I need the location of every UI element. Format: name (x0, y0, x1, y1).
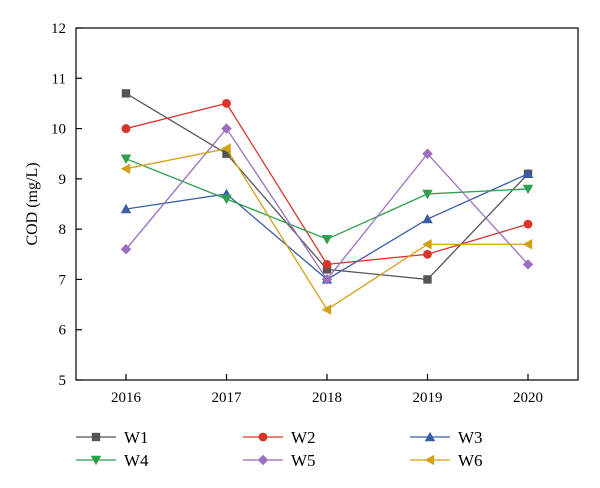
data-point-w4 (221, 194, 232, 205)
legend-marker (258, 432, 268, 442)
x-tick-label: 2018 (312, 390, 342, 406)
legend-label: W4 (124, 451, 149, 470)
legend-label: W1 (124, 428, 149, 447)
legend-item-w4: W4 (76, 451, 149, 470)
series-line-w4 (125, 158, 529, 240)
legend-label: W5 (291, 451, 316, 470)
y-axis-title: COD (mg/L) (24, 162, 41, 245)
data-point-w5 (522, 259, 534, 270)
y-tick-label: 11 (52, 71, 66, 87)
data-point-w2 (523, 219, 533, 229)
data-point-w3 (120, 203, 132, 214)
y-tick-label: 5 (59, 373, 67, 389)
data-point-w6 (522, 238, 533, 250)
data-point-w5 (221, 123, 232, 134)
x-tick-label: 2019 (413, 390, 443, 406)
y-tick-label: 8 (59, 222, 67, 238)
data-point-w2 (322, 259, 332, 269)
data-point-w5 (120, 244, 132, 255)
y-tick-label: 10 (51, 122, 66, 138)
data-point-w1 (322, 265, 332, 274)
data-point-w5 (422, 148, 433, 159)
data-point-w4 (321, 235, 333, 245)
legend-item-w1: W1 (76, 428, 149, 447)
series-w4 (120, 154, 534, 245)
x-tick-label: 2016 (111, 390, 142, 406)
legend-item-w3: W3 (410, 428, 483, 447)
data-point-w1 (222, 149, 231, 158)
legend-label: W3 (458, 428, 483, 447)
legend-item-w5: W5 (243, 451, 316, 470)
legend-label: W2 (291, 428, 316, 447)
y-tick-label: 6 (59, 323, 67, 339)
data-point-w4 (522, 184, 534, 195)
data-point-w1 (423, 275, 432, 284)
data-point-w2 (423, 249, 432, 259)
data-point-w6 (221, 143, 231, 154)
legend-item-w2: W2 (243, 428, 316, 447)
series-line-w5 (125, 127, 529, 281)
x-tick-label: 2020 (513, 390, 543, 406)
data-point-w3 (522, 168, 534, 179)
data-point-w6 (321, 304, 332, 315)
data-point-w6 (422, 238, 432, 250)
x-axis: 2016 2017 2018 2019 2020 (111, 374, 543, 406)
legend-marker (424, 454, 435, 466)
x-tick-label: 2017 (212, 390, 243, 406)
data-point-w6 (120, 163, 131, 175)
plot-area (120, 89, 534, 315)
data-point-w4 (422, 189, 433, 200)
legend-marker (91, 432, 101, 442)
y-axis: 5 6 7 8 9 10 11 12 (51, 21, 82, 389)
series-line-w1 (125, 92, 529, 281)
data-point-w1 (121, 89, 131, 98)
legend-marker (424, 431, 436, 442)
series-line-w6 (125, 147, 528, 311)
data-point-w4 (120, 154, 132, 164)
plot-frame (75, 27, 579, 381)
legend-marker (90, 455, 102, 466)
series-w6 (120, 143, 533, 315)
legend-marker (257, 454, 269, 466)
legend-item-w6: W6 (410, 451, 483, 470)
y-tick-label: 7 (59, 272, 67, 288)
data-point-w2 (222, 99, 231, 108)
legend: W1 W2 W3 W4 W5 W6 (76, 428, 483, 470)
series-w5 (120, 123, 534, 285)
y-tick-label: 9 (59, 172, 67, 188)
data-point-w2 (121, 124, 131, 133)
y-tick-label: 12 (51, 21, 66, 37)
data-point-w3 (422, 213, 433, 224)
legend-label: W6 (458, 451, 483, 470)
data-point-w5 (321, 274, 333, 285)
series-w1 (121, 89, 533, 284)
